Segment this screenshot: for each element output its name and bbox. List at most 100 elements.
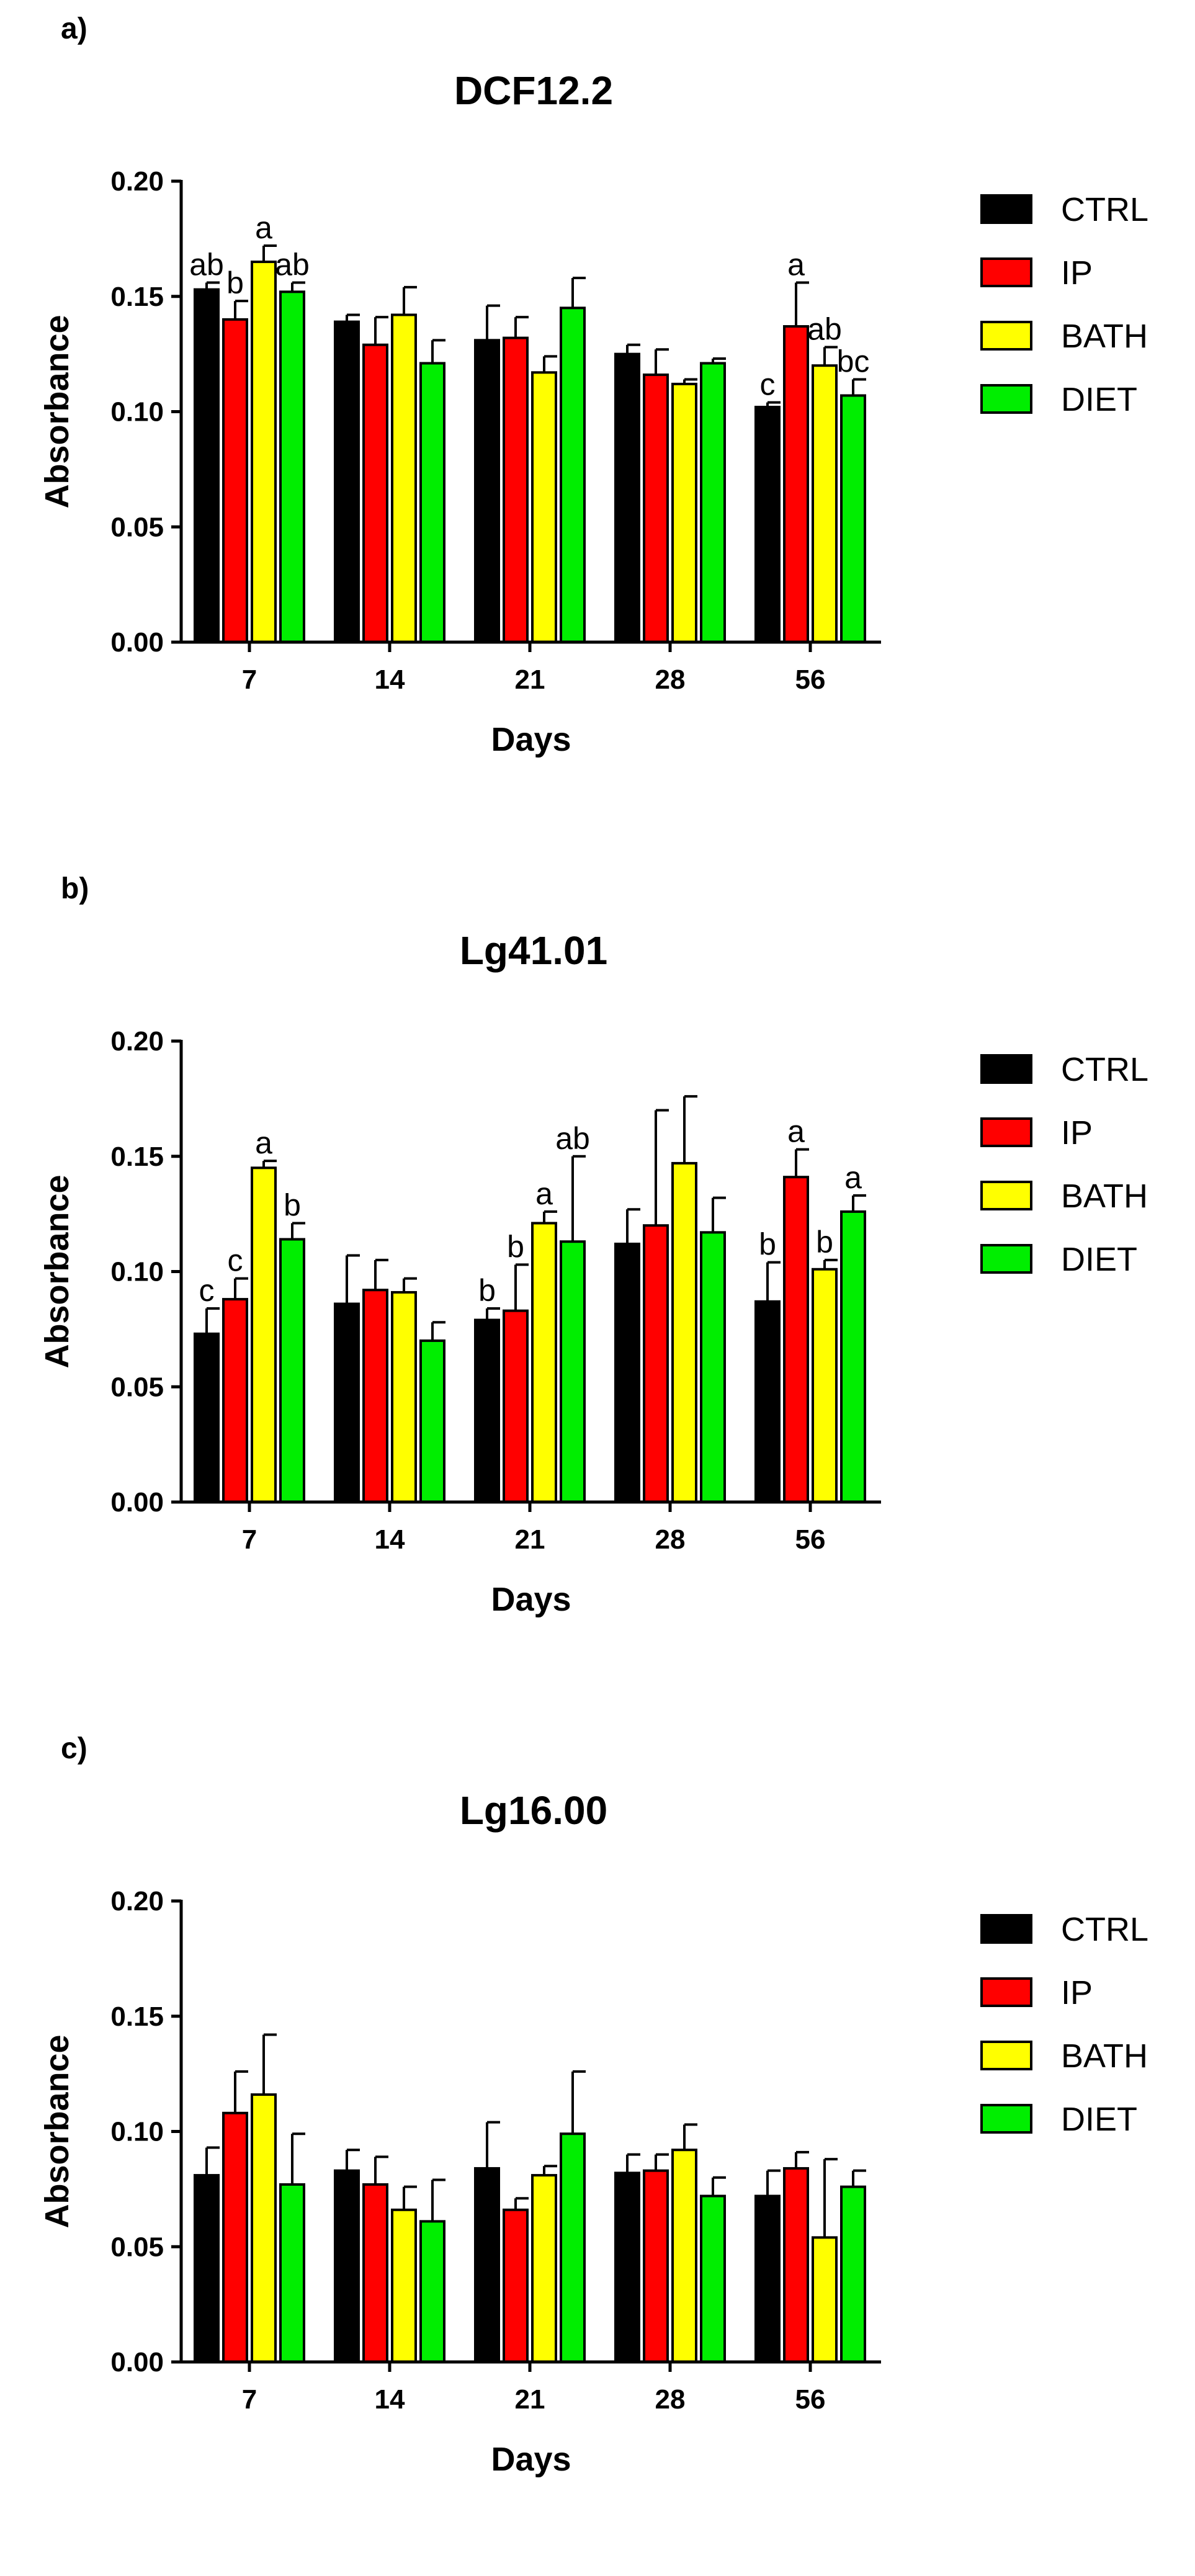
bar-ctrl	[614, 1242, 640, 1503]
legend-swatch-ip	[980, 1117, 1032, 1147]
bar-diet	[840, 394, 866, 643]
bar-ip	[783, 1176, 809, 1503]
y-tick-label: 0.05	[110, 2232, 164, 2262]
bar-ip	[222, 1298, 248, 1504]
x-axis-label: Days	[491, 721, 571, 758]
y-tick-label: 0.10	[110, 1257, 164, 1287]
x-tick-label: 14	[375, 2384, 405, 2415]
x-tick-label: 56	[795, 2384, 826, 2415]
chart-title: DCF12.2	[454, 68, 613, 113]
panel-letter: a)	[61, 12, 87, 45]
bar-diet	[419, 1339, 445, 1503]
x-tick-label: 14	[375, 664, 405, 695]
y-tick-label: 0.15	[110, 282, 164, 312]
bar-ip	[222, 2111, 248, 2364]
bar-ctrl	[754, 2194, 781, 2364]
bar-ctrl	[334, 1302, 360, 1503]
significance-letter: c	[760, 367, 776, 402]
bar-ip	[222, 318, 248, 643]
legend-swatch-ip	[980, 257, 1032, 287]
bar-ip	[362, 343, 388, 643]
bar-diet	[840, 1210, 866, 1503]
legend-swatch-ctrl	[980, 1914, 1032, 1944]
chart-panel-c: c) Lg16.00 0.00 0.05 0.10 0.15 0.20 7 14 21 28 56 Ab…	[0, 1720, 1195, 2576]
significance-letter: b	[226, 266, 244, 300]
legend-swatch-diet	[980, 2104, 1032, 2134]
bar-diet	[840, 2185, 866, 2363]
legend-label-ctrl: CTRL	[1061, 191, 1148, 228]
bar-ip	[503, 336, 529, 643]
legend-label-ip: IP	[1061, 1114, 1093, 1152]
x-tick-label: 7	[242, 2384, 257, 2415]
bar-ctrl	[474, 339, 500, 644]
bar-diet	[700, 362, 726, 643]
y-tick-label: 0.05	[110, 1372, 164, 1402]
bar-bath	[812, 2236, 838, 2364]
bar-ctrl	[334, 320, 360, 643]
legend-label-bath: BATH	[1061, 1178, 1148, 1215]
significance-letter: a	[255, 1125, 272, 1160]
chart-panel-a: a) DCF12.2 0.00 0.05 0.10 0.15 0.20 ab c b a a ab ab b…	[0, 0, 1195, 856]
significance-letter: b	[478, 1273, 496, 1308]
legend-swatch-bath	[980, 1181, 1032, 1210]
y-tick-label: 0.00	[110, 627, 164, 658]
bar-ctrl	[474, 1318, 500, 1503]
bar-ip	[503, 2208, 529, 2363]
y-tick-label: 0.00	[110, 2347, 164, 2377]
y-axis-label: Absorbance	[38, 2034, 76, 2228]
y-tick-label: 0.05	[110, 512, 164, 542]
y-tick-label: 0.20	[110, 1026, 164, 1057]
legend-swatch-ctrl	[980, 194, 1032, 224]
significance-letter: ab	[275, 247, 310, 282]
bar-ip	[783, 2167, 809, 2363]
x-tick-label: 28	[655, 2384, 686, 2415]
bar-bath	[391, 1290, 417, 1503]
significance-letter: ab	[807, 311, 842, 346]
chart-panel-b: b) Lg41.01 0.00 0.05 0.10 0.15 0.20 c b b c b a a a b b a…	[0, 860, 1195, 1716]
significance-letter: b	[507, 1229, 524, 1264]
bar-ip	[362, 1289, 388, 1503]
y-tick-label: 0.10	[110, 2117, 164, 2147]
bar-diet	[419, 362, 445, 643]
x-tick-label: 7	[242, 1524, 257, 1555]
legend-label-ctrl: CTRL	[1061, 1911, 1148, 1948]
chart-svg-c: c) Lg16.00 0.00 0.05 0.10 0.15 0.20 7 14 21 28 56 Ab…	[38, 1732, 1148, 2478]
significance-letter: a	[255, 210, 272, 245]
significance-letter: a	[787, 247, 805, 282]
bar-ip	[643, 1224, 669, 1503]
significance-letter: bc	[837, 344, 870, 378]
bar-bath	[531, 2174, 557, 2364]
significance-letter: c	[199, 1273, 215, 1308]
legend-label-diet: DIET	[1061, 1241, 1137, 1278]
significance-letter: b	[816, 1225, 833, 1259]
x-tick-label: 7	[242, 664, 257, 695]
x-tick-label: 28	[655, 664, 686, 695]
chart-title: Lg16.00	[460, 1788, 607, 1833]
legend-label-bath: BATH	[1061, 2037, 1148, 2075]
bar-bath	[531, 371, 557, 643]
bar-ip	[362, 2183, 388, 2363]
legend-swatch-diet	[980, 384, 1032, 414]
bar-ip	[643, 373, 669, 643]
bar-bath	[251, 261, 277, 643]
legend-label-bath: BATH	[1061, 318, 1148, 355]
bar-bath	[671, 382, 697, 643]
significance-letter: ab	[555, 1121, 590, 1156]
legend-label-diet: DIET	[1061, 2101, 1137, 2138]
legend-label-ip: IP	[1061, 254, 1093, 292]
significance-letter: ab	[189, 247, 224, 282]
x-tick-label: 56	[795, 664, 826, 695]
significance-letter: b	[284, 1187, 301, 1222]
y-tick-label: 0.10	[110, 397, 164, 427]
x-tick-label: 21	[515, 2384, 545, 2415]
bar-bath	[812, 364, 838, 643]
bar-diet	[279, 2183, 305, 2363]
bar-diet	[279, 290, 305, 643]
x-tick-label: 56	[795, 1524, 826, 1555]
bar-ctrl	[754, 406, 781, 643]
bar-ctrl	[194, 1332, 220, 1503]
bar-diet	[560, 1240, 586, 1504]
y-tick-label: 0.15	[110, 2001, 164, 2032]
x-tick-label: 21	[515, 1524, 545, 1555]
bar-bath	[251, 2093, 277, 2363]
